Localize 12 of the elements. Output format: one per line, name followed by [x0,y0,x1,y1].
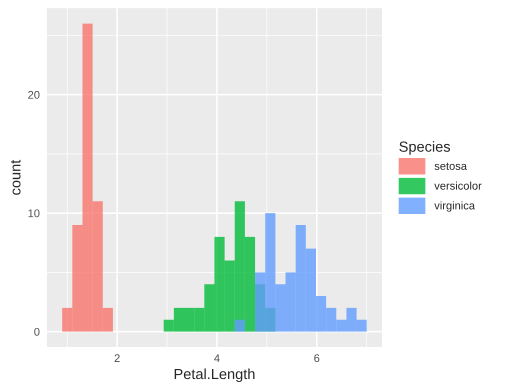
legend-label: virginica [434,201,475,212]
x-tick-label: 6 [314,354,320,362]
x-axis-title: Petal.Length [174,368,254,382]
legend-title: Species [399,141,450,155]
y-tick-label: 20 [28,90,40,99]
y-axis-title: count [10,160,21,195]
x-tick-label: 2 [114,354,120,362]
legend-label: versicolor [434,182,482,190]
legend-label: setosa [434,162,467,170]
y-tick-label: 0 [34,328,40,336]
y-tick-label: 10 [28,209,40,218]
x-tick-label: 4 [214,354,220,362]
